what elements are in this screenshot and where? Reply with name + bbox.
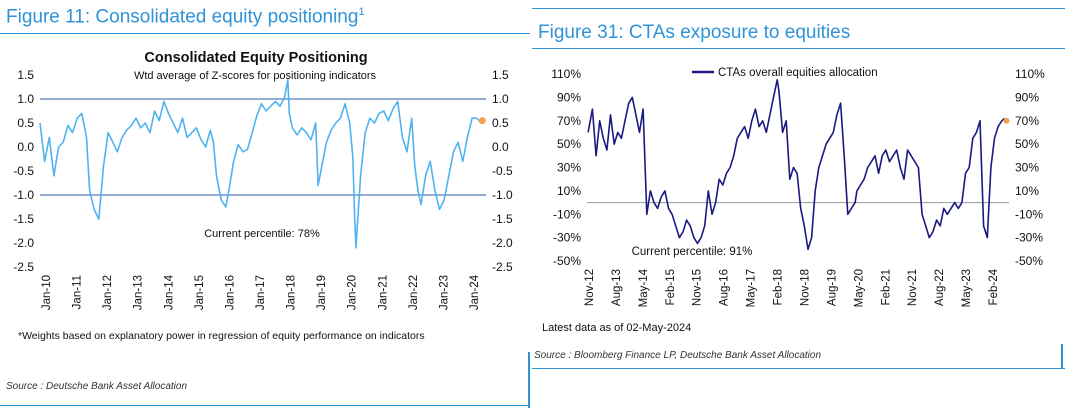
source-note: Source : Deutsche Bank Asset Allocation — [6, 381, 188, 392]
source-rule-bottom — [532, 368, 1065, 369]
current-value-marker — [1003, 117, 1010, 124]
x-tick-label: Jan-10 — [41, 275, 53, 310]
source-rule-right — [1061, 344, 1063, 368]
y-tick-label-left: 1.0 — [17, 92, 34, 106]
x-tick-label: Jan-19 — [316, 275, 328, 310]
y-tick-label-right: 110% — [1015, 67, 1045, 81]
y-tick-label-right: 0.0 — [492, 140, 509, 154]
y-tick-label-right: 0.5 — [492, 116, 509, 130]
x-tick-label: Jan-22 — [408, 275, 420, 310]
y-tick-label-left: -2.0 — [13, 236, 34, 250]
x-tick-label: Jan-11 — [72, 275, 84, 309]
y-tick-label-left: -2.5 — [13, 260, 34, 274]
y-tick-label-left: 0.5 — [17, 116, 34, 130]
chart-title: Consolidated Equity Positioning — [144, 50, 367, 66]
x-tick-label: Nov-21 — [907, 269, 919, 306]
title-rule — [0, 33, 530, 34]
y-tick-label-right: 50% — [1015, 137, 1039, 151]
x-tick-label: Jan-24 — [469, 274, 481, 310]
x-tick-label: Feb-21 — [880, 269, 892, 305]
y-tick-label-left: 0.0 — [17, 140, 34, 154]
panel-consolidated-positioning: Figure 11: Consolidated equity positioni… — [0, 0, 530, 408]
latest-data-note: Latest data as of 02-May-2024 — [542, 322, 692, 334]
x-tick-label: May-20 — [853, 269, 865, 307]
y-tick-label-right: -0.5 — [492, 164, 513, 178]
x-tick-label: Jan-12 — [102, 275, 114, 310]
x-tick-label: Jan-23 — [438, 275, 450, 310]
chart-ctas-equities-allocation: CTAs overall equities allocation 110% 90%… — [551, 67, 1045, 307]
y-tick-label-left: -30% — [553, 231, 581, 245]
y-tick-label-right: 10% — [1015, 184, 1039, 198]
figure-title-footnote-mark: 1 — [358, 6, 365, 18]
x-tick-label: Feb-18 — [773, 269, 785, 305]
y-tick-label-left: -0.5 — [13, 164, 34, 178]
y-tick-label-right: -1.0 — [492, 188, 513, 202]
x-tick-label: Jan-15 — [194, 275, 206, 310]
x-tick-label: Feb-15 — [665, 269, 677, 305]
x-tick-label: May-23 — [961, 269, 973, 307]
y-tick-label-left: 90% — [557, 90, 581, 104]
x-tick-label: Jan-13 — [133, 275, 145, 310]
title-rule — [532, 48, 1065, 49]
x-tick-label: Aug-19 — [826, 269, 838, 306]
y-tick-label-left: 50% — [557, 137, 581, 151]
x-tick-label: Nov-15 — [692, 269, 704, 306]
y-tick-label-right: -1.5 — [492, 212, 513, 226]
x-tick-label: Jan-17 — [255, 275, 267, 310]
chart-consolidated-equity-positioning: Consolidated Equity Positioning Wtd aver… — [13, 50, 513, 310]
figure-title-text: Figure 11: Consolidated equity positioni… — [6, 6, 359, 28]
y-tick-label-left: 10% — [557, 184, 581, 198]
panel-cta-exposure: Figure 31: CTAs exposure to equities CTA… — [532, 0, 1065, 408]
x-tick-label: Nov-12 — [584, 269, 596, 306]
y-tick-label-left: 110% — [551, 67, 581, 81]
y-tick-label-right: 30% — [1015, 161, 1039, 175]
legend-label: CTAs overall equities allocation — [718, 67, 878, 79]
y-tick-label-left: -10% — [553, 207, 581, 221]
figure-title: Figure 31: CTAs exposure to equities — [538, 22, 851, 43]
figure-title: Figure 11: Consolidated equity positioni… — [6, 6, 365, 28]
source-rule-right — [528, 352, 530, 408]
x-tick-label: Jan-14 — [163, 274, 175, 310]
x-tick-label: Nov-18 — [799, 269, 811, 306]
x-tick-label: Aug-13 — [611, 269, 623, 306]
y-tick-label-right: -10% — [1015, 207, 1043, 221]
y-tick-label-right: -30% — [1015, 231, 1043, 245]
y-tick-label-left: -50% — [553, 254, 581, 268]
y-tick-label-right: 1.0 — [492, 92, 509, 106]
source-note: Source : Bloomberg Finance LP, Deutsche … — [534, 350, 822, 361]
y-tick-label-right: -2.5 — [492, 260, 513, 274]
chart-subtitle: Wtd average of Z-scores for positioning … — [134, 70, 377, 82]
y-tick-label-right: -2.0 — [492, 236, 513, 250]
series-line — [587, 78, 1006, 251]
current-percentile-label: Current percentile: 78% — [204, 228, 320, 240]
y-tick-label-left: 30% — [557, 161, 581, 175]
x-tick-label: Aug-16 — [719, 269, 731, 306]
weights-footnote: *Weights based on explanatory power in r… — [18, 330, 425, 342]
y-tick-label-right: -50% — [1015, 254, 1043, 268]
current-percentile-label: Current percentile: 91% — [632, 246, 753, 258]
current-value-marker — [478, 117, 486, 125]
y-tick-label-left: 1.5 — [17, 68, 34, 82]
source-rule-bottom — [0, 405, 530, 406]
y-tick-label-right: 90% — [1015, 90, 1039, 104]
y-tick-label-left: -1.5 — [13, 212, 34, 226]
x-tick-label: Jan-20 — [347, 275, 359, 310]
y-tick-label-right: 70% — [1015, 114, 1039, 128]
series-line — [39, 78, 482, 249]
x-tick-label: Jan-16 — [224, 275, 236, 310]
x-tick-label: Aug-22 — [934, 269, 946, 306]
top-rule — [532, 8, 1065, 9]
y-tick-label-right: 1.5 — [492, 68, 509, 82]
x-tick-label: Jan-18 — [286, 275, 298, 310]
x-tick-label: Feb-24 — [988, 268, 1000, 305]
x-tick-label: May-17 — [746, 269, 758, 307]
x-tick-label: May-14 — [638, 268, 650, 307]
y-tick-label-left: 70% — [557, 114, 581, 128]
x-tick-label: Jan-21 — [377, 275, 389, 310]
y-tick-label-left: -1.0 — [13, 188, 34, 202]
